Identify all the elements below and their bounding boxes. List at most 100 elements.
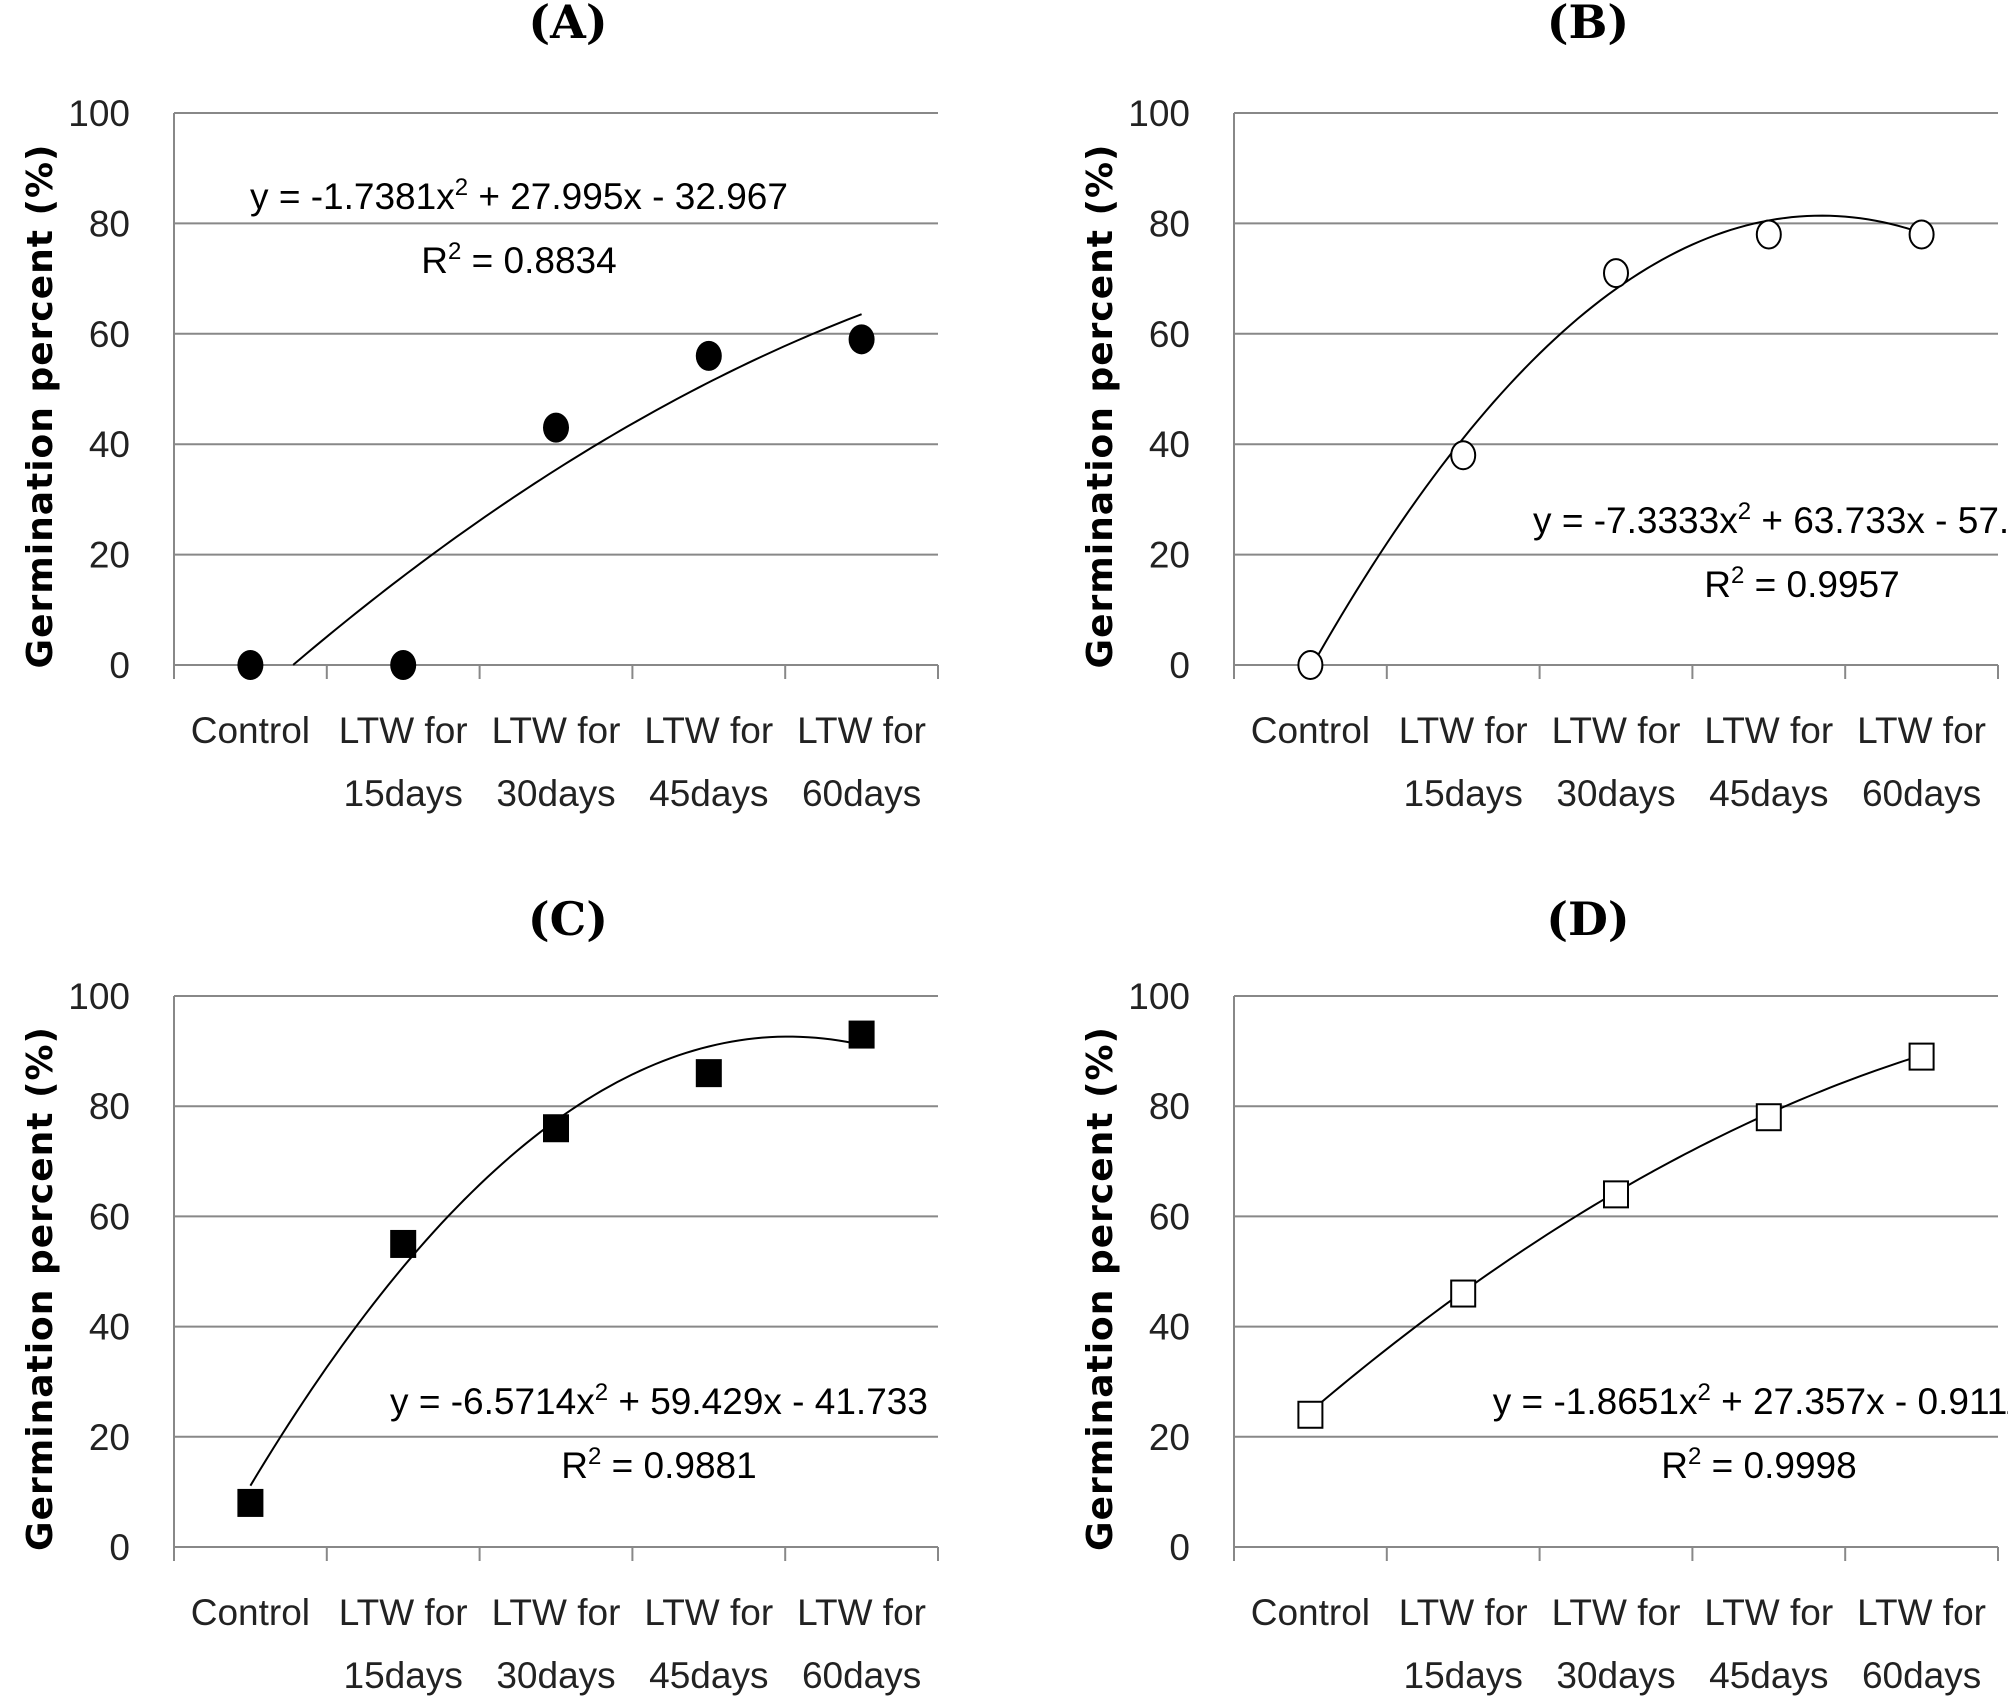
x-tick-label: Control xyxy=(1251,710,1370,751)
data-point xyxy=(1450,440,1477,471)
y-axis-title: Germination percent (%) xyxy=(1080,144,1121,669)
y-tick-label: 100 xyxy=(1128,93,1190,134)
data-point xyxy=(695,340,722,371)
x-tick-label: LTW for xyxy=(1857,710,1986,751)
r-squared-label: R2 = 0.9957 xyxy=(1704,562,1899,605)
trendline-equation: y = -7.3333x2 + 63.733x - 57.067 xyxy=(1533,498,2008,541)
data-point xyxy=(390,650,417,680)
y-tick-label: 60 xyxy=(89,1196,130,1237)
data-point xyxy=(237,1488,264,1517)
data-point xyxy=(543,1114,569,1143)
y-axis-title: Germination percent (%) xyxy=(20,144,61,669)
x-tick-label: Control xyxy=(1251,1592,1370,1633)
trendline xyxy=(1309,1054,1922,1413)
x-tick-label-line2: 45days xyxy=(649,1655,768,1696)
r-squared-label: R2 = 0.9881 xyxy=(561,1443,756,1486)
y-axis-title: Germination percent (%) xyxy=(1080,1026,1121,1551)
trendline-equation: y = -1.7381x2 + 27.995x - 32.967 xyxy=(250,174,788,217)
y-tick-label: 40 xyxy=(1149,1307,1190,1348)
x-tick-label-line2: 30days xyxy=(1556,773,1675,814)
y-tick-label: 80 xyxy=(1149,203,1190,244)
data-point xyxy=(848,1020,875,1049)
data-point xyxy=(1755,1103,1782,1132)
x-tick-label: LTW for xyxy=(1704,710,1833,751)
data-point xyxy=(1297,1400,1324,1429)
y-tick-label: 80 xyxy=(89,203,130,244)
y-tick-label: 100 xyxy=(68,976,130,1017)
y-tick-label: 60 xyxy=(1149,1196,1190,1237)
trendline xyxy=(1309,214,1922,670)
x-tick-label: LTW for xyxy=(644,1592,773,1633)
data-point xyxy=(237,650,264,680)
data-point xyxy=(848,324,875,355)
x-tick-label: Control xyxy=(191,710,310,751)
y-tick-label: 20 xyxy=(89,1417,130,1458)
panel-label: (A) xyxy=(528,0,607,49)
panel-label: (C) xyxy=(528,892,608,946)
x-tick-label: LTW for xyxy=(492,1592,621,1633)
x-tick-label-line2: 60days xyxy=(802,773,921,814)
y-tick-label: 20 xyxy=(89,535,130,576)
y-tick-label: 0 xyxy=(109,1527,130,1568)
x-tick-label-line2: 30days xyxy=(1556,1655,1675,1696)
x-tick-label: LTW for xyxy=(797,1592,926,1633)
x-tick-label: LTW for xyxy=(1399,710,1528,751)
x-tick-label-line2: 15days xyxy=(344,773,463,814)
x-tick-label: LTW for xyxy=(1552,1592,1681,1633)
x-tick-label: LTW for xyxy=(1399,1592,1528,1633)
panel-label: (D) xyxy=(1546,892,1629,946)
x-tick-label-line2: 45days xyxy=(649,773,768,814)
x-tick-label-line2: 60days xyxy=(1862,1655,1981,1696)
y-tick-label: 40 xyxy=(89,1307,130,1348)
x-tick-label-line2: 15days xyxy=(1404,1655,1523,1696)
x-tick-label-line2: 30days xyxy=(496,1655,615,1696)
x-tick-label: Control xyxy=(191,1592,310,1633)
r-squared-label: R2 = 0.9998 xyxy=(1661,1443,1856,1486)
trendline-equation: y = -6.5714x2 + 59.429x - 41.733 xyxy=(390,1379,928,1422)
r-squared-label: R2 = 0.8834 xyxy=(421,238,616,281)
data-point xyxy=(1755,219,1782,250)
y-tick-label: 100 xyxy=(68,93,130,134)
x-tick-label-line2: 45days xyxy=(1709,1655,1828,1696)
data-point xyxy=(1297,650,1324,680)
y-tick-label: 60 xyxy=(89,314,130,355)
x-tick-label: LTW for xyxy=(1704,1592,1833,1633)
x-tick-label: LTW for xyxy=(797,710,926,751)
data-point xyxy=(1908,1042,1935,1071)
data-point xyxy=(1603,258,1629,289)
x-tick-label-line2: 30days xyxy=(496,773,615,814)
x-tick-label: LTW for xyxy=(644,710,773,751)
x-tick-label: LTW for xyxy=(339,1592,468,1633)
data-point xyxy=(543,412,569,443)
data-point xyxy=(390,1229,417,1258)
x-tick-label-line2: 15days xyxy=(344,1655,463,1696)
trendline xyxy=(292,313,862,666)
y-tick-label: 20 xyxy=(1149,1417,1190,1458)
x-tick-label: LTW for xyxy=(1857,1592,1986,1633)
x-tick-label-line2: 45days xyxy=(1709,773,1828,814)
y-tick-label: 40 xyxy=(1149,424,1190,465)
x-tick-label: LTW for xyxy=(1552,710,1681,751)
y-tick-label: 0 xyxy=(109,645,130,686)
y-tick-label: 80 xyxy=(1149,1086,1190,1127)
y-tick-label: 20 xyxy=(1149,535,1190,576)
panel-label: (B) xyxy=(1547,0,1629,49)
data-point xyxy=(1908,219,1935,250)
x-tick-label-line2: 15days xyxy=(1404,773,1523,814)
x-tick-label: LTW for xyxy=(339,710,468,751)
y-tick-label: 100 xyxy=(1128,976,1190,1017)
y-tick-label: 0 xyxy=(1169,645,1190,686)
data-point xyxy=(695,1059,722,1088)
y-tick-label: 0 xyxy=(1169,1527,1190,1568)
data-point xyxy=(1450,1279,1477,1308)
y-tick-label: 40 xyxy=(89,424,130,465)
trendline-equation: y = -1.8651x2 + 27.357x - 0.9111 xyxy=(1493,1379,2008,1422)
x-tick-label: LTW for xyxy=(492,710,621,751)
y-tick-label: 80 xyxy=(89,1086,130,1127)
